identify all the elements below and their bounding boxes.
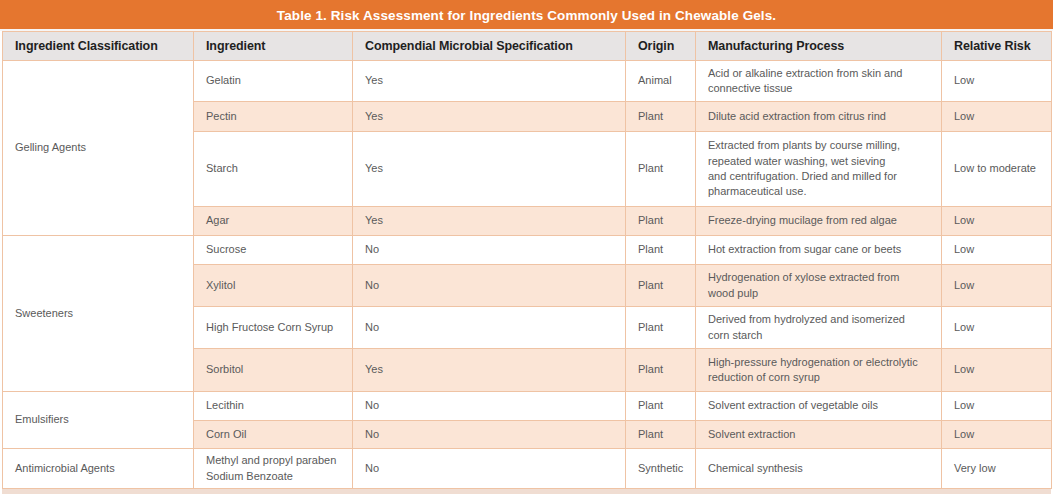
origin-cell: Plant (626, 236, 696, 265)
process-cell: Solvent extraction (696, 421, 942, 449)
table-row: Emulsifiers Lecithin No Plant Solvent ex… (3, 392, 1052, 421)
spec-cell: Yes (353, 207, 626, 236)
spec-cell: Yes (353, 102, 626, 132)
ingredient-cell: Methyl and propyl paraben Sodium Benzoat… (194, 449, 353, 489)
ingredient-cell: Sucrose (194, 236, 353, 265)
col-header-risk: Relative Risk (942, 32, 1052, 61)
risk-cell: Very low (942, 449, 1052, 489)
col-header-spec: Compendial Microbial Specification (353, 32, 626, 61)
process-cell: Derived from hydrolyzed and isomerized c… (696, 307, 942, 349)
origin-cell: Animal (626, 61, 696, 102)
spec-cell: No (353, 307, 626, 349)
ingredient-cell: Sorbitol (194, 349, 353, 392)
risk-cell: Low (942, 102, 1052, 132)
spec-cell: Yes (353, 349, 626, 392)
header-row: Ingredient Classification Ingredient Com… (3, 32, 1052, 61)
ingredient-cell: Starch (194, 132, 353, 207)
table-title: Table 1. Risk Assessment for Ingredients… (0, 0, 1053, 31)
process-cell: Dilute acid extraction from citrus rind (696, 102, 942, 132)
process-cell: Acid or alkaline extraction from skin an… (696, 61, 942, 102)
spec-cell: Yes (353, 132, 626, 207)
spec-cell: No (353, 421, 626, 449)
origin-cell: Plant (626, 207, 696, 236)
process-cell: Hydrogenation of xylose extracted from w… (696, 265, 942, 307)
origin-cell: Synthetic (626, 449, 696, 489)
ingredient-cell: Xylitol (194, 265, 353, 307)
risk-cell: Low (942, 349, 1052, 392)
origin-cell: Plant (626, 349, 696, 392)
ingredient-cell: Corn Oil (194, 421, 353, 449)
col-header-origin: Origin (626, 32, 696, 61)
origin-cell: Plant (626, 392, 696, 421)
origin-cell: Plant (626, 307, 696, 349)
risk-cell: Low (942, 307, 1052, 349)
process-cell: Extracted from plants by course milling,… (696, 132, 942, 207)
spec-cell: No (353, 449, 626, 489)
ingredient-cell: Pectin (194, 102, 353, 132)
process-cell: Hot extraction from sugar cane or beets (696, 236, 942, 265)
bottom-accent-strip (2, 489, 1051, 494)
risk-cell: Low (942, 421, 1052, 449)
risk-cell: Low (942, 392, 1052, 421)
ingredient-cell: Agar (194, 207, 353, 236)
origin-cell: Plant (626, 421, 696, 449)
classification-cell: Emulsifiers (3, 392, 194, 449)
process-cell: Chemical synthesis (696, 449, 942, 489)
classification-cell: Gelling Agents (3, 61, 194, 236)
classification-cell: Sweeteners (3, 236, 194, 392)
spec-cell: No (353, 265, 626, 307)
spec-cell: Yes (353, 61, 626, 102)
table-row: Antimicrobial Agents Methyl and propyl p… (3, 449, 1052, 489)
table-row: Gelling Agents Gelatin Yes Animal Acid o… (3, 61, 1052, 102)
col-header-ingredient: Ingredient (194, 32, 353, 61)
ingredient-cell: High Fructose Corn Syrup (194, 307, 353, 349)
risk-assessment-table: Ingredient Classification Ingredient Com… (2, 31, 1052, 489)
origin-cell: Plant (626, 265, 696, 307)
table-figure: Table 1. Risk Assessment for Ingredients… (0, 0, 1053, 495)
process-cell: Freeze-drying mucilage from red algae (696, 207, 942, 236)
risk-cell: Low to moderate (942, 132, 1052, 207)
risk-cell: Low (942, 265, 1052, 307)
ingredient-cell: Gelatin (194, 61, 353, 102)
spec-cell: No (353, 236, 626, 265)
process-cell: High-pressure hydrogenation or electroly… (696, 349, 942, 392)
risk-cell: Low (942, 236, 1052, 265)
risk-cell: Low (942, 61, 1052, 102)
origin-cell: Plant (626, 132, 696, 207)
ingredient-cell: Lecithin (194, 392, 353, 421)
classification-cell: Antimicrobial Agents (3, 449, 194, 489)
risk-cell: Low (942, 207, 1052, 236)
table-row: Sweeteners Sucrose No Plant Hot extracti… (3, 236, 1052, 265)
col-header-classification: Ingredient Classification (3, 32, 194, 61)
col-header-process: Manufacturing Process (696, 32, 942, 61)
spec-cell: No (353, 392, 626, 421)
process-cell: Solvent extraction of vegetable oils (696, 392, 942, 421)
origin-cell: Plant (626, 102, 696, 132)
